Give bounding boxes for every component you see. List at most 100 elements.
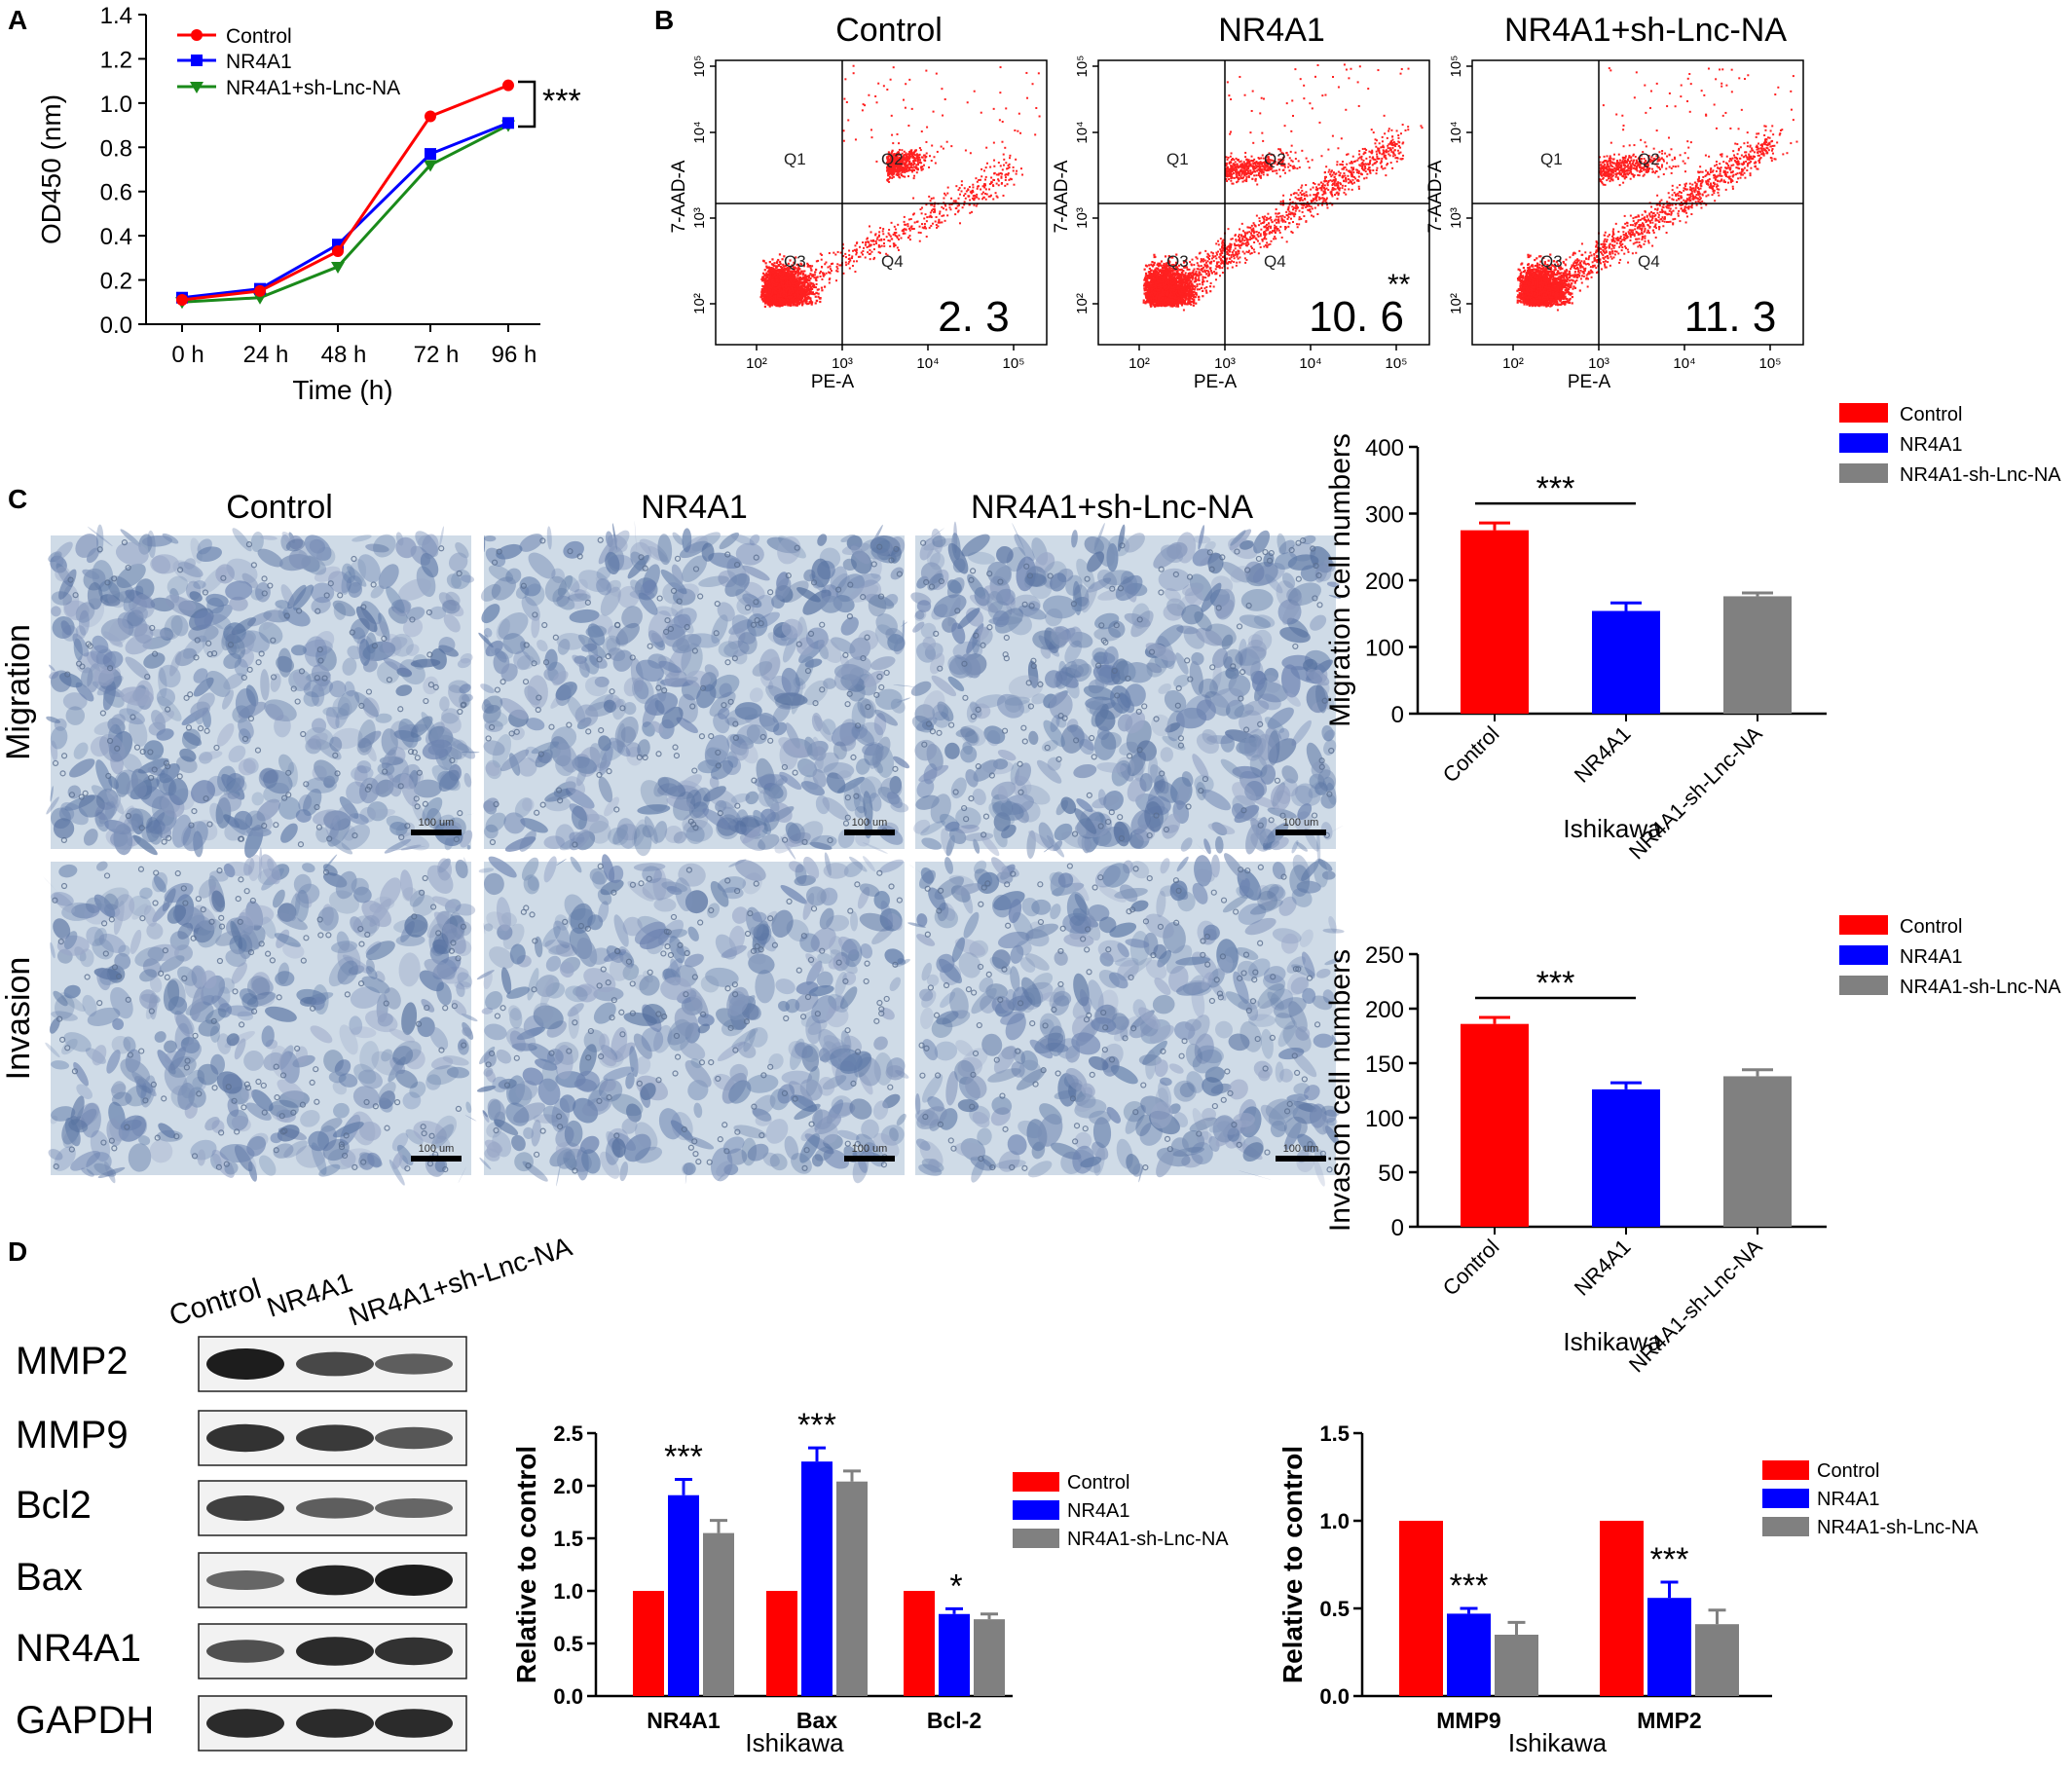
flow-dot — [909, 152, 912, 155]
flow-dot — [912, 168, 915, 171]
significance-bracket — [518, 80, 536, 129]
flow-dot — [972, 195, 975, 198]
flow-dot — [869, 258, 871, 261]
flow-dot — [776, 286, 780, 289]
flow-dot — [821, 266, 824, 269]
flow-dot — [777, 264, 780, 268]
flow-dot — [936, 226, 939, 229]
flow-dot — [798, 296, 801, 299]
flow-dot — [781, 267, 784, 270]
flow-dot — [921, 167, 924, 170]
flow-dot — [789, 277, 792, 280]
flow-dot — [774, 282, 777, 285]
x-tick-label: 0 h — [171, 342, 204, 368]
flow-dot — [978, 198, 980, 201]
flow-dot — [892, 156, 895, 159]
flow-dot — [937, 221, 940, 224]
flow-dot — [918, 161, 921, 164]
flow-dot — [939, 212, 942, 215]
flow-dot — [887, 174, 890, 177]
flow-dot — [771, 276, 774, 279]
flow-dot — [797, 264, 800, 267]
flow-dot — [903, 162, 906, 165]
flow-dot — [854, 138, 857, 141]
flow-dot — [778, 276, 781, 278]
flow-dot — [918, 159, 921, 162]
flow-dot — [797, 286, 800, 290]
flow-dot — [1009, 177, 1012, 180]
flow-dot — [896, 168, 899, 171]
flow-dot — [769, 303, 772, 306]
flow-dot — [841, 243, 844, 246]
flow-dot — [766, 301, 769, 304]
flow-dot — [905, 229, 907, 232]
flow-dot — [1200, 286, 1203, 289]
flow-dot — [805, 287, 808, 290]
flow-dot — [1005, 107, 1008, 110]
flow-dot — [890, 160, 893, 163]
flow-dot — [1016, 169, 1018, 172]
flow-dot — [815, 282, 818, 285]
flow-dot — [786, 279, 789, 282]
flow-dot — [907, 227, 910, 230]
flow-dot — [768, 286, 771, 289]
flow-dot — [778, 282, 781, 285]
flow-dot — [769, 291, 772, 294]
flow-dot — [773, 301, 776, 304]
flow-dot — [907, 168, 910, 171]
flow-dot — [887, 165, 890, 167]
flow-dot — [882, 233, 885, 236]
flow-dot — [877, 82, 880, 85]
flow-dot — [761, 276, 764, 279]
flow-dot — [931, 144, 934, 147]
flow-dot — [910, 152, 913, 155]
flow-dot — [1149, 271, 1152, 274]
quadrant-label: Q3 — [784, 252, 806, 271]
flow-dot — [787, 295, 791, 299]
flow-dot — [852, 72, 855, 75]
flow-dot — [796, 300, 799, 304]
flow-dot — [767, 266, 770, 269]
flow-dot — [898, 148, 901, 151]
flow-dot — [904, 157, 906, 160]
flow-dot — [792, 298, 796, 301]
flow-dot — [794, 286, 796, 289]
flow-dot — [793, 270, 796, 273]
flow-dot — [802, 265, 805, 268]
flow-dot — [865, 241, 868, 244]
flow-dot — [787, 284, 790, 287]
flow-dot — [984, 192, 987, 195]
flow-dot — [763, 269, 766, 272]
flow-dot — [813, 274, 816, 277]
flow-dot — [889, 245, 892, 248]
flow-dot — [810, 303, 813, 306]
flow-dot — [1001, 172, 1004, 175]
flow-dot — [921, 206, 924, 209]
flow-dot — [786, 269, 789, 272]
flow-dot — [807, 282, 810, 285]
flow-dot — [869, 243, 871, 246]
flow-dot — [894, 157, 897, 160]
flow-dot — [973, 194, 976, 197]
flow-dot — [771, 280, 774, 284]
flow-dot — [970, 192, 973, 195]
flow-dot — [814, 271, 817, 274]
series-line-0 — [181, 84, 509, 302]
flow-dot — [777, 293, 780, 297]
flow-dot — [779, 271, 782, 275]
flow-dot — [783, 255, 786, 258]
flow-dot — [902, 157, 905, 160]
flow-dot — [902, 166, 905, 168]
flow-dot — [1143, 268, 1146, 271]
flow-dot — [856, 241, 859, 244]
flow-dot — [944, 203, 946, 206]
flow-dot — [768, 270, 771, 273]
flow-dot — [809, 277, 812, 280]
flow-dot — [812, 292, 815, 296]
flow-dot — [842, 129, 845, 132]
flow-dot — [796, 294, 799, 297]
flow-dot — [801, 284, 804, 287]
flow-dot — [885, 252, 888, 255]
flow-dot — [864, 104, 867, 107]
